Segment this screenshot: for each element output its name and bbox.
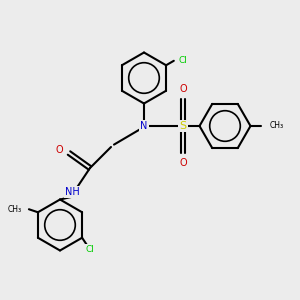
Text: O: O — [179, 158, 187, 167]
Text: CH₃: CH₃ — [7, 205, 21, 214]
Text: N: N — [140, 121, 148, 131]
Text: NH: NH — [64, 187, 80, 197]
Text: O: O — [56, 145, 64, 155]
Text: CH₃: CH₃ — [270, 122, 284, 130]
Text: S: S — [179, 121, 187, 131]
Text: Cl: Cl — [178, 56, 187, 65]
Text: O: O — [179, 85, 187, 94]
Text: Cl: Cl — [85, 245, 94, 254]
